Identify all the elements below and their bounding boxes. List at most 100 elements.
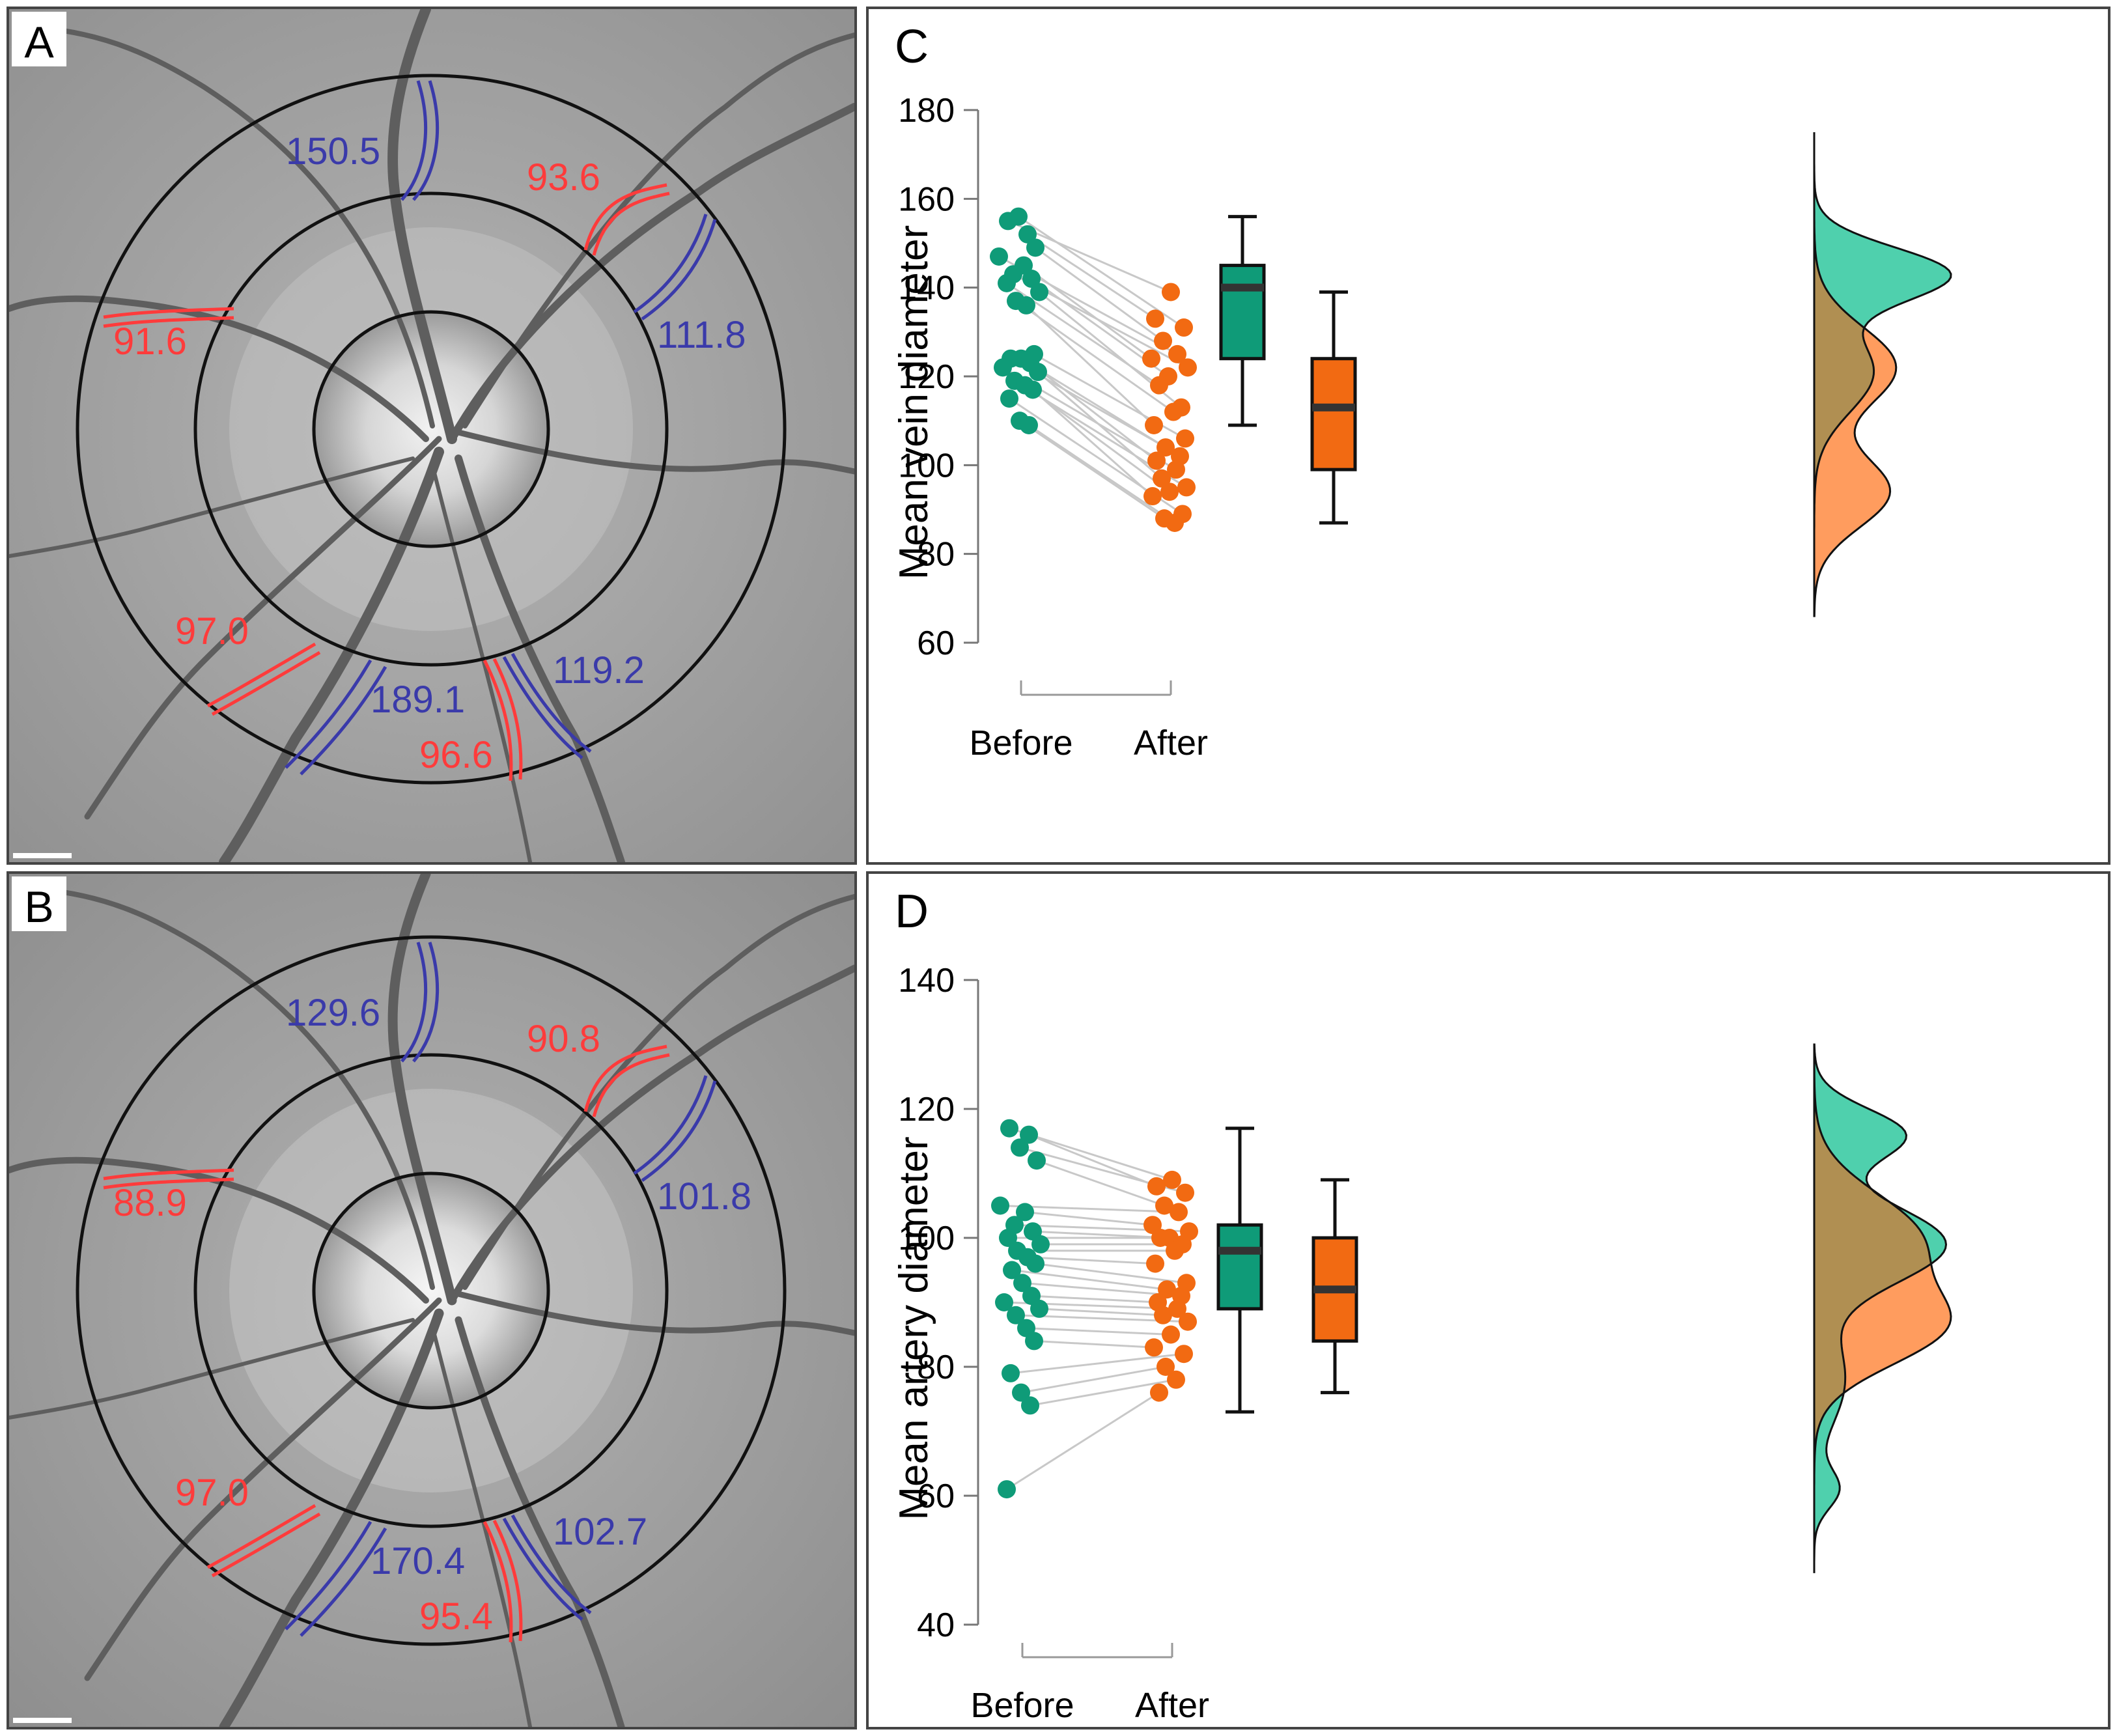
y-tick-label: 140 (898, 270, 955, 307)
after-point (1151, 1229, 1170, 1247)
vein-segment-right (633, 214, 717, 321)
artery-segment-top-right (583, 1044, 670, 1117)
scale-bar (13, 853, 72, 858)
panel-letter-box (12, 12, 66, 66)
before-point (1013, 1274, 1031, 1293)
before-point (1022, 270, 1041, 288)
after-point (1157, 438, 1175, 457)
before-point (1000, 1119, 1018, 1138)
after-point (1179, 358, 1197, 377)
pair-line (1026, 1327, 1171, 1336)
measurement-rings (76, 935, 787, 1646)
after-point (1146, 309, 1164, 328)
after-point (1158, 1280, 1176, 1299)
artery-label-bottom-left: 97.0 (175, 1472, 249, 1514)
before-point (1016, 1203, 1034, 1222)
scale-bar (13, 1718, 72, 1723)
inner-ring (193, 1053, 669, 1528)
vein-label-top: 150.5 (286, 130, 380, 173)
y-tick-label: 80 (917, 536, 955, 574)
artery-segment-top-right (583, 183, 670, 256)
artery-label-left: 91.6 (113, 320, 187, 363)
pair-line (1033, 1339, 1155, 1349)
before-point (1018, 225, 1037, 244)
after-point (1157, 1358, 1175, 1376)
pair-line (1030, 1379, 1177, 1407)
pair-line (1006, 1392, 1160, 1491)
pair-line (1037, 371, 1162, 479)
pair-line (1020, 357, 1181, 457)
after-point (1170, 1203, 1188, 1222)
y-tick-label: 160 (898, 180, 955, 218)
pair-line (1028, 424, 1175, 524)
before-box (1219, 264, 1266, 361)
before-point (1031, 1235, 1050, 1253)
x-tick-label: After (1135, 1686, 1209, 1725)
after-point (1145, 1338, 1163, 1357)
y-axis-label: Mean vein diameter (891, 225, 936, 580)
y-tick-label: 180 (898, 92, 955, 130)
before-point (1020, 1125, 1038, 1144)
panel-letter: A (24, 18, 54, 67)
before-point (1002, 1364, 1020, 1382)
vein-segment-bottom-right (502, 652, 592, 759)
artery-diameter-chart: D 40 60 80 100 120 140 Mean artery diameter Bef… (891, 886, 1952, 1725)
retinal-vessels (9, 874, 854, 1727)
before-point (1009, 207, 1028, 226)
pair-line (1025, 304, 1155, 427)
disc-ring (312, 310, 550, 548)
y-tick-label: 120 (898, 1091, 955, 1128)
artery-segment-bottom-left (206, 642, 321, 716)
y-tick-label: 60 (917, 624, 955, 662)
y-tick-label: 60 (917, 1477, 955, 1515)
vein-segment-bottom-right (502, 1514, 592, 1621)
pair-line (1035, 247, 1164, 342)
overlap-density (1814, 1044, 1931, 1573)
before-density (1814, 132, 1951, 617)
before-point (999, 1229, 1017, 1247)
after-box (1310, 357, 1357, 471)
artery-segment-left (103, 1168, 234, 1190)
artery-segment-bottom-left (206, 1504, 321, 1578)
fundus-panel-a: 150.5 93.6 91.6 111.8 97.0 189.1 119.2 9… (7, 7, 857, 865)
after-point (1155, 1196, 1173, 1215)
pair-line (1031, 1295, 1158, 1304)
vein-label-bottom: 170.4 (371, 1540, 465, 1582)
artery-label-bottom: 95.4 (419, 1595, 493, 1638)
x-tick-label: Before (969, 723, 1073, 763)
after-point (1146, 1254, 1164, 1273)
vessel-width-labels: 150.5 93.6 91.6 111.8 97.0 189.1 119.2 9… (113, 130, 746, 776)
outer-ring (76, 935, 787, 1646)
before-point (1026, 1254, 1044, 1273)
after-point (1164, 402, 1183, 421)
fundus-panel-b: 129.6 90.8 88.9 101.8 97.0 170.4 102.7 9… (7, 871, 857, 1729)
measurement-rings (76, 74, 787, 785)
after-point (1166, 513, 1184, 532)
after-point (1179, 1312, 1197, 1331)
pair-line (1032, 389, 1153, 497)
optic-disc (314, 1173, 548, 1408)
before-point (1012, 1383, 1030, 1402)
after-density-outline (1813, 1044, 1952, 1573)
artery-label-top-right: 90.8 (527, 1018, 600, 1060)
y-tick-label: 100 (898, 1220, 955, 1257)
panel-letter-box (12, 876, 66, 931)
before-point (1007, 1306, 1025, 1324)
y-tick-label: 40 (917, 1606, 955, 1644)
pair-line (1032, 1230, 1170, 1239)
before-box (1216, 1223, 1263, 1311)
x-tick-label: Before (970, 1686, 1074, 1725)
fundus-image-a: 150.5 93.6 91.6 111.8 97.0 189.1 119.2 9… (9, 9, 854, 862)
pair-line (1023, 264, 1152, 359)
after-point (1177, 478, 1196, 497)
after-point (1162, 1325, 1180, 1344)
after-point (1145, 415, 1163, 434)
overlap-density (1814, 132, 1874, 617)
vein-label-bottom: 189.1 (371, 679, 465, 721)
fundus-image-b: 129.6 90.8 88.9 101.8 97.0 170.4 102.7 9… (9, 874, 854, 1727)
after-density-outline (1813, 132, 1898, 617)
x-tick-label: After (1134, 723, 1208, 763)
vein-label-bottom-right: 102.7 (553, 1511, 647, 1553)
artery-diameter-chart-panel: D 40 60 80 100 120 140 Mean artery diameter Bef… (866, 871, 2110, 1729)
pair-line (1027, 1256, 1156, 1265)
